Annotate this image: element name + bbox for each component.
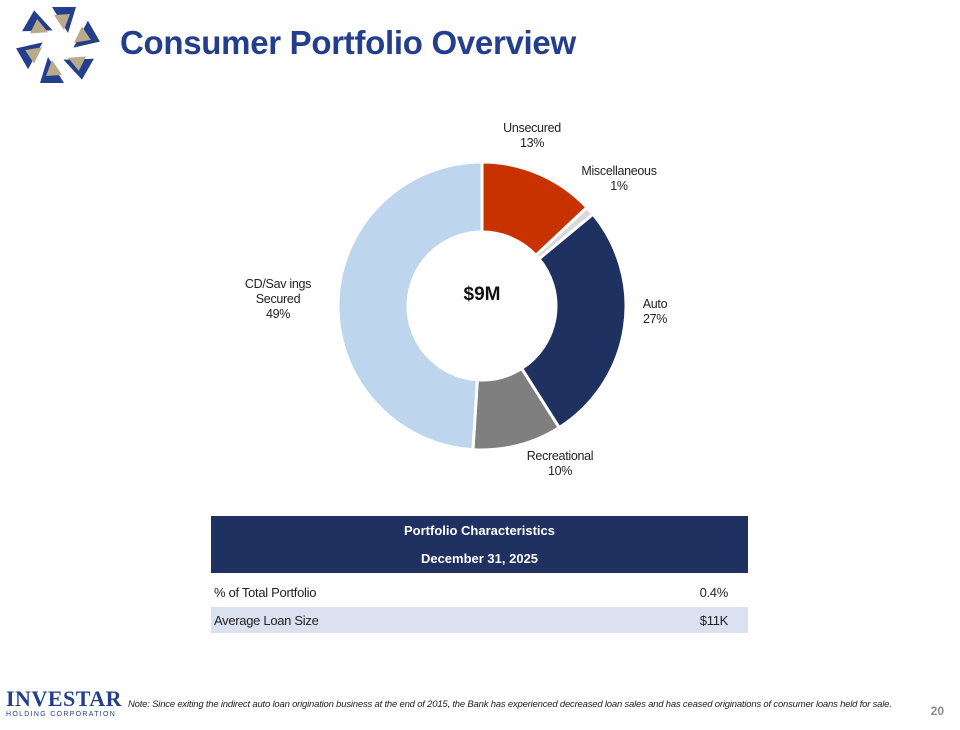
slice-label-cd-savings-secured: CD/Sav ings Secured 49% <box>245 277 311 321</box>
table-row: % of Total Portfolio 0.4% <box>211 579 748 605</box>
center-total-label: $9M <box>464 284 501 305</box>
table-header: Portfolio Characteristics December 31, 2… <box>211 516 748 573</box>
slice-label-auto: Auto 27% <box>643 297 668 326</box>
donut-slice-cd-savings-secured <box>336 160 484 452</box>
row-label: % of Total Portfolio <box>214 584 317 600</box>
footer-brand-logo: INVESTAR HOLDING CORPORATION <box>6 686 123 728</box>
slice-label-recreational: Recreational 10% <box>527 449 594 478</box>
brand-subtitle: HOLDING CORPORATION <box>6 711 117 718</box>
table-subtitle: December 31, 2025 <box>420 551 539 566</box>
slice-label-miscellaneous: Miscellaneous 1% <box>581 164 656 193</box>
portfolio-characteristics-table: Portfolio Characteristics December 31, 2… <box>211 516 748 633</box>
row-value: 0.4% <box>699 584 729 600</box>
slice-label-unsecured: Unsecured 13% <box>503 121 561 150</box>
company-logo-icon <box>16 7 100 83</box>
brand-name: INVESTAR <box>6 686 123 711</box>
page-title: Consumer Portfolio Overview <box>120 24 576 61</box>
donut-slice-auto <box>519 212 628 430</box>
table-title: Portfolio Characteristics <box>404 523 555 538</box>
portfolio-donut-chart: Unsecured 13% Miscellaneous 1% Auto 27% Recrea… <box>245 121 668 478</box>
footnote: Note: Since exiting the indirect auto lo… <box>128 699 892 710</box>
row-label: Average Loan Size <box>214 612 319 628</box>
row-value: $11K <box>699 612 729 628</box>
page-number: 20 <box>930 704 944 718</box>
table-row: Average Loan Size $11K <box>211 605 748 633</box>
